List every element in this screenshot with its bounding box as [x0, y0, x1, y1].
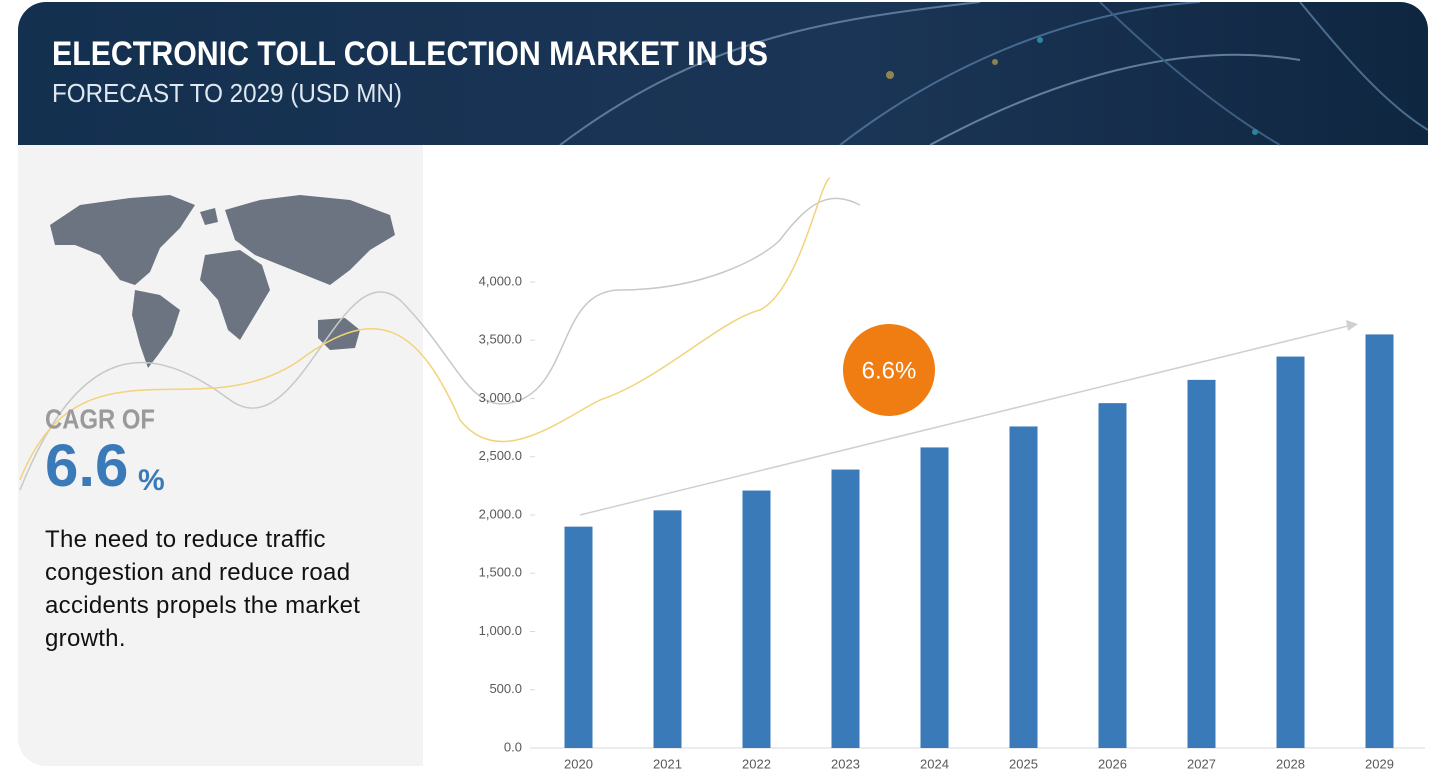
bar	[564, 526, 593, 748]
x-tick-label: 2022	[742, 756, 771, 771]
y-tick-label: 4,000.0	[479, 273, 522, 288]
x-tick-label: 2027	[1187, 756, 1216, 771]
y-tick-label: 0.0	[504, 739, 522, 754]
header-bg	[18, 2, 1428, 145]
trend-arrowhead	[1346, 320, 1358, 331]
cagr-value: 6.6	[45, 432, 128, 499]
bar	[1187, 379, 1216, 748]
cagr-badge-text: 6.6%	[862, 357, 917, 384]
bar	[742, 490, 771, 748]
bar	[920, 447, 949, 748]
subtitle: FORECAST TO 2029 (USD MN)	[52, 78, 402, 108]
trend-arrow	[579, 324, 1353, 516]
x-tick-label: 2020	[564, 756, 593, 771]
decor-curves	[19, 177, 861, 491]
x-tick-label: 2023	[831, 756, 860, 771]
bar	[1365, 334, 1394, 748]
cagr-unit: %	[138, 464, 165, 497]
cagr-label: CAGR OF	[45, 403, 155, 434]
header-decor	[559, 2, 1428, 146]
x-tick-label: 2028	[1276, 756, 1305, 771]
world-map	[50, 195, 395, 368]
y-tick-label: 2,000.0	[479, 506, 522, 521]
y-tick-label: 1,000.0	[479, 623, 522, 638]
bar	[653, 510, 682, 748]
x-tick-label: 2024	[920, 756, 949, 771]
bar	[1098, 403, 1127, 748]
y-tick-label: 2,500.0	[479, 448, 522, 463]
title: ELECTRONIC TOLL COLLECTION MARKET IN US	[52, 35, 768, 73]
bar	[1009, 426, 1038, 748]
y-tick-label: 3,000.0	[479, 390, 522, 405]
bar	[831, 469, 860, 748]
bar	[1276, 356, 1305, 748]
y-tick-label: 3,500.0	[479, 332, 522, 347]
x-tick-label: 2021	[653, 756, 682, 771]
x-tick-label: 2025	[1009, 756, 1038, 771]
x-tick-label: 2026	[1098, 756, 1127, 771]
y-tick-label: 1,500.0	[479, 565, 522, 580]
description: The need to reduce traffic congestion an…	[45, 526, 361, 652]
y-tick-label: 500.0	[489, 681, 522, 696]
cagr-badge	[843, 324, 935, 416]
x-tick-label: 2029	[1365, 756, 1394, 771]
